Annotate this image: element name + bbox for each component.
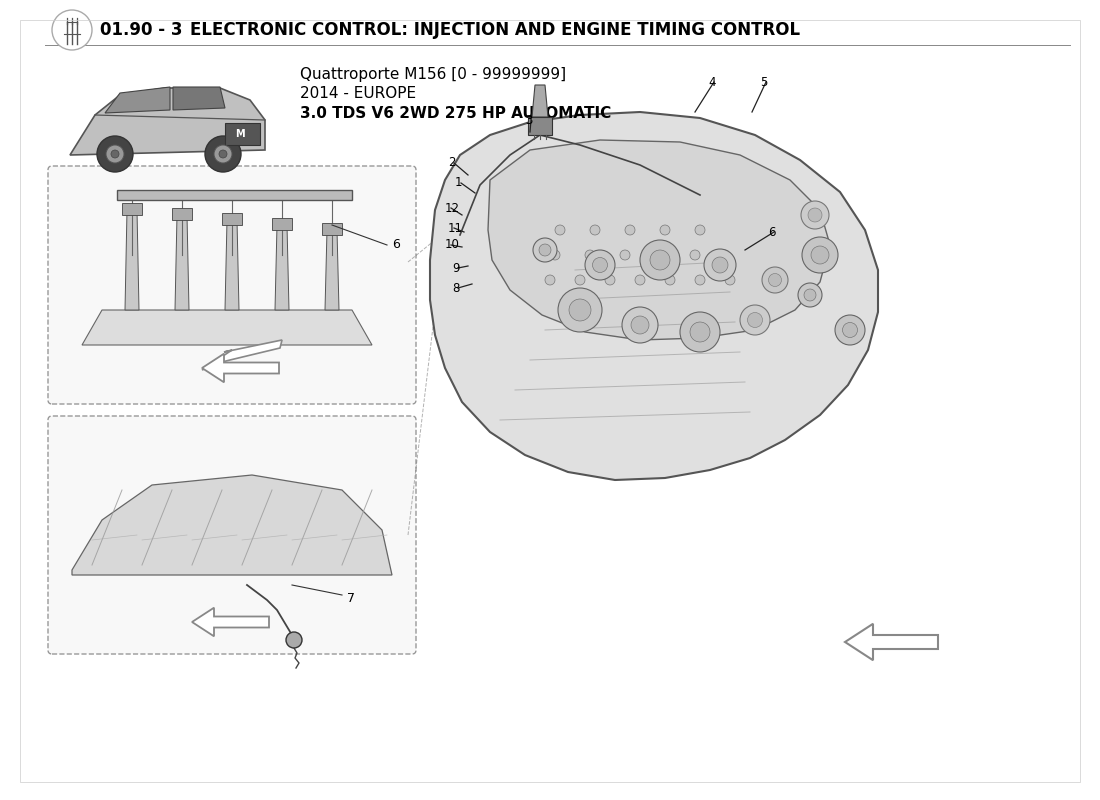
Circle shape [205, 136, 241, 172]
Polygon shape [845, 624, 938, 660]
Circle shape [804, 289, 816, 301]
Circle shape [843, 322, 858, 338]
Circle shape [654, 250, 666, 260]
Bar [528, 117, 552, 135]
Polygon shape [82, 310, 372, 345]
Bar [226, 123, 260, 145]
Text: 10: 10 [446, 238, 460, 251]
Circle shape [219, 150, 227, 158]
Text: 01.90 - 3: 01.90 - 3 [100, 21, 188, 39]
FancyBboxPatch shape [48, 166, 416, 404]
Circle shape [695, 275, 705, 285]
Circle shape [558, 288, 602, 332]
Polygon shape [202, 354, 279, 382]
Polygon shape [70, 88, 265, 155]
Circle shape [748, 313, 762, 327]
Circle shape [621, 307, 658, 343]
Polygon shape [226, 220, 239, 310]
Circle shape [52, 10, 92, 50]
Circle shape [762, 267, 788, 293]
Text: M: M [235, 129, 245, 139]
Circle shape [660, 225, 670, 235]
Text: 7: 7 [346, 591, 355, 605]
Text: 11: 11 [448, 222, 463, 234]
Circle shape [569, 299, 591, 321]
Polygon shape [104, 87, 170, 113]
Circle shape [575, 275, 585, 285]
Circle shape [585, 250, 615, 280]
Polygon shape [72, 475, 392, 575]
Circle shape [585, 250, 595, 260]
Circle shape [534, 238, 557, 262]
Text: 1: 1 [455, 177, 462, 190]
Circle shape [650, 250, 670, 270]
Circle shape [680, 312, 720, 352]
Polygon shape [532, 85, 548, 117]
Circle shape [712, 257, 728, 273]
Circle shape [801, 201, 829, 229]
Text: Quattroporte M156 [0 - 99999999]: Quattroporte M156 [0 - 99999999] [300, 66, 566, 82]
Text: 2: 2 [448, 157, 455, 170]
Polygon shape [175, 215, 189, 310]
Circle shape [808, 208, 822, 222]
Text: 4: 4 [708, 75, 715, 89]
Text: 3.0 TDS V6 2WD 275 HP AUTOMATIC: 3.0 TDS V6 2WD 275 HP AUTOMATIC [300, 106, 612, 122]
Text: 3: 3 [525, 114, 532, 126]
Circle shape [550, 250, 560, 260]
Polygon shape [488, 140, 830, 340]
Bar [222, 213, 242, 225]
Circle shape [214, 145, 232, 163]
Text: 6: 6 [768, 226, 776, 238]
Circle shape [605, 275, 615, 285]
Bar [172, 208, 192, 220]
Circle shape [631, 316, 649, 334]
Circle shape [111, 150, 119, 158]
Circle shape [593, 258, 607, 273]
Text: 5: 5 [760, 75, 768, 89]
Polygon shape [125, 210, 139, 310]
Circle shape [695, 225, 705, 235]
Bar [117, 190, 352, 200]
Circle shape [620, 250, 630, 260]
Bar [322, 223, 342, 235]
Text: ELECTRONIC CONTROL: INJECTION AND ENGINE TIMING CONTROL: ELECTRONIC CONTROL: INJECTION AND ENGINE… [190, 21, 800, 39]
Circle shape [625, 225, 635, 235]
Circle shape [666, 275, 675, 285]
Circle shape [798, 283, 822, 307]
Circle shape [106, 145, 124, 163]
Text: 6: 6 [392, 238, 400, 251]
Polygon shape [202, 340, 282, 370]
Polygon shape [192, 608, 270, 636]
Circle shape [725, 275, 735, 285]
Circle shape [690, 322, 710, 342]
Circle shape [635, 275, 645, 285]
Circle shape [556, 225, 565, 235]
Circle shape [544, 275, 556, 285]
Circle shape [740, 305, 770, 335]
Text: 2014 - EUROPE: 2014 - EUROPE [300, 86, 416, 102]
Circle shape [539, 244, 551, 256]
Circle shape [97, 136, 133, 172]
Circle shape [720, 250, 730, 260]
Bar [122, 203, 142, 215]
Text: 9: 9 [452, 262, 460, 274]
Polygon shape [173, 87, 225, 110]
Polygon shape [430, 112, 878, 480]
Circle shape [835, 315, 865, 345]
Polygon shape [324, 230, 339, 310]
Circle shape [769, 274, 781, 286]
Bar [272, 218, 292, 230]
Text: 8: 8 [452, 282, 460, 294]
Circle shape [590, 225, 600, 235]
Circle shape [690, 250, 700, 260]
Circle shape [704, 249, 736, 281]
Circle shape [811, 246, 829, 264]
Circle shape [286, 632, 302, 648]
Circle shape [802, 237, 838, 273]
Circle shape [640, 240, 680, 280]
FancyBboxPatch shape [48, 416, 416, 654]
Text: 12: 12 [446, 202, 460, 214]
Polygon shape [275, 225, 289, 310]
